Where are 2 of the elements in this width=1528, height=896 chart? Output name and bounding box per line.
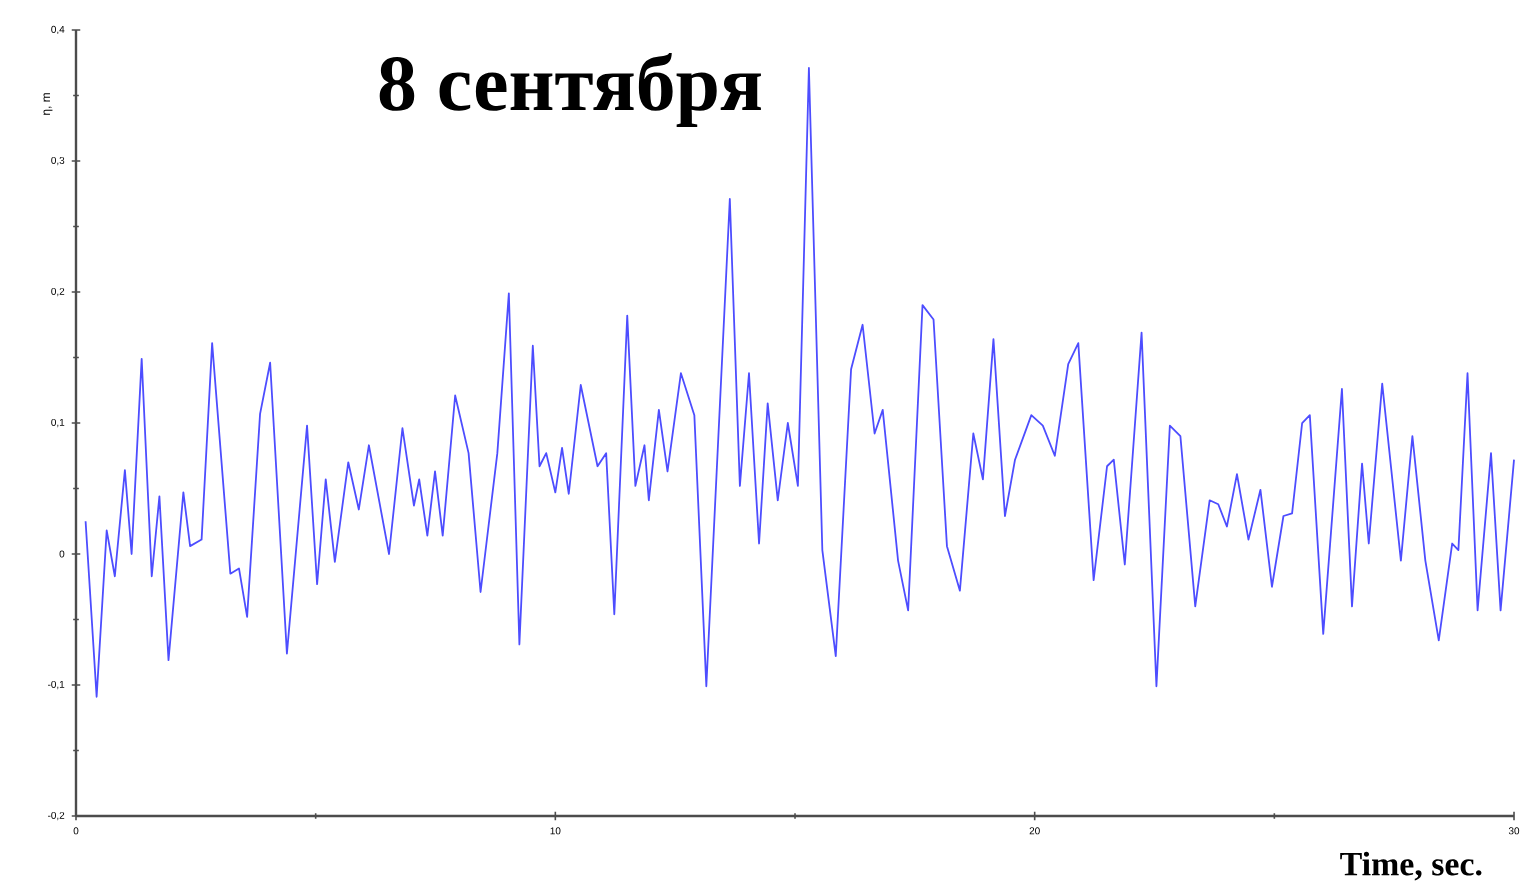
chart-title: 8 сентября (379, 53, 761, 128)
x-axis-title: Time, sec. (1340, 851, 1482, 881)
